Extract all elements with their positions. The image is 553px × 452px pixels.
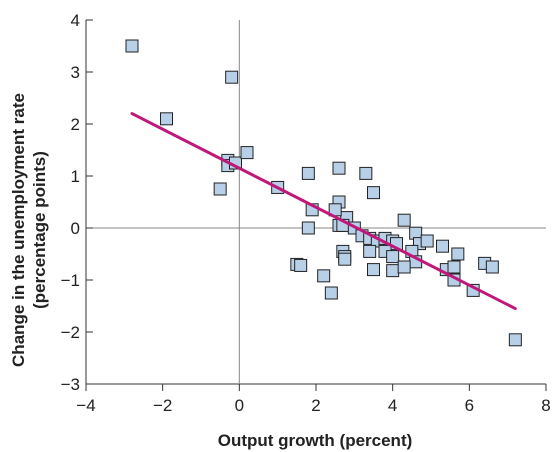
data-point xyxy=(508,333,522,347)
tick-labels: −4 −2 0 2 4 6 8 −3 −2 −1 0 1 2 3 4 xyxy=(61,11,551,415)
y-tick-label: −1 xyxy=(61,271,80,290)
data-point xyxy=(420,234,434,248)
y-axis-title-line1: Change in the unemployment rate xyxy=(9,93,28,367)
y-tick-label: 2 xyxy=(71,115,80,134)
trend-line xyxy=(130,112,517,311)
x-tick-label: 4 xyxy=(388,396,397,415)
data-point xyxy=(301,221,315,235)
x-tick-label: 8 xyxy=(541,396,550,415)
x-tick-label: 2 xyxy=(311,396,320,415)
data-point xyxy=(485,260,499,274)
y-tick-label: 4 xyxy=(71,11,80,30)
y-tick-label: −3 xyxy=(61,375,80,394)
y-tick-label: 3 xyxy=(71,63,80,82)
data-point xyxy=(317,269,331,283)
x-tick-label: −2 xyxy=(153,396,172,415)
y-axis-title-line2: (percentage points) xyxy=(30,151,49,309)
data-point xyxy=(451,247,465,261)
data-point xyxy=(367,263,380,277)
y-tick-label: 1 xyxy=(71,167,80,186)
x-tick-label: 6 xyxy=(465,396,474,415)
data-point xyxy=(213,182,227,196)
x-tick-label: 0 xyxy=(235,396,244,415)
data-point xyxy=(160,112,173,126)
data-point xyxy=(397,260,411,274)
data-point xyxy=(225,70,239,84)
data-point xyxy=(240,146,254,160)
data-point xyxy=(359,166,373,180)
trend-line-group xyxy=(130,112,517,311)
tick-marks xyxy=(85,19,547,391)
data-point xyxy=(363,244,377,258)
data-point xyxy=(397,213,411,227)
x-tick-label: −4 xyxy=(76,396,95,415)
x-axis-title: Output growth (percent) xyxy=(218,431,413,450)
data-point xyxy=(367,186,380,200)
data-point xyxy=(386,264,400,278)
data-points xyxy=(125,39,522,347)
data-point xyxy=(436,239,449,253)
y-tick-label: −2 xyxy=(61,323,80,342)
data-point xyxy=(338,252,352,266)
data-point xyxy=(332,161,346,175)
data-point xyxy=(386,250,400,264)
y-tick-label: 0 xyxy=(71,219,80,238)
data-point xyxy=(125,39,139,53)
data-point xyxy=(301,166,315,180)
data-point xyxy=(324,286,338,300)
axes xyxy=(85,20,546,385)
data-point xyxy=(294,258,308,272)
data-point xyxy=(447,260,461,274)
